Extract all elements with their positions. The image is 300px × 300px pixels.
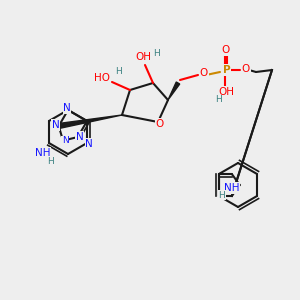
Text: O: O <box>242 64 250 74</box>
Text: OH: OH <box>135 52 151 62</box>
Text: N: N <box>76 132 84 142</box>
Polygon shape <box>168 82 180 100</box>
Text: O: O <box>222 45 230 55</box>
Text: HO: HO <box>94 73 110 83</box>
Text: NH: NH <box>224 183 239 193</box>
Text: H: H <box>116 68 122 76</box>
Text: N: N <box>63 103 71 113</box>
Text: N: N <box>52 120 60 130</box>
Text: OH: OH <box>218 87 234 97</box>
Text: H: H <box>218 190 225 200</box>
Text: O: O <box>156 119 164 129</box>
Text: O: O <box>200 68 208 78</box>
Text: H: H <box>154 49 160 58</box>
Text: H: H <box>214 95 221 104</box>
Text: NH: NH <box>35 148 51 158</box>
Text: P: P <box>223 65 231 75</box>
Text: N: N <box>85 139 93 149</box>
Text: H: H <box>48 157 54 166</box>
Polygon shape <box>58 115 122 128</box>
Text: N: N <box>61 136 68 145</box>
